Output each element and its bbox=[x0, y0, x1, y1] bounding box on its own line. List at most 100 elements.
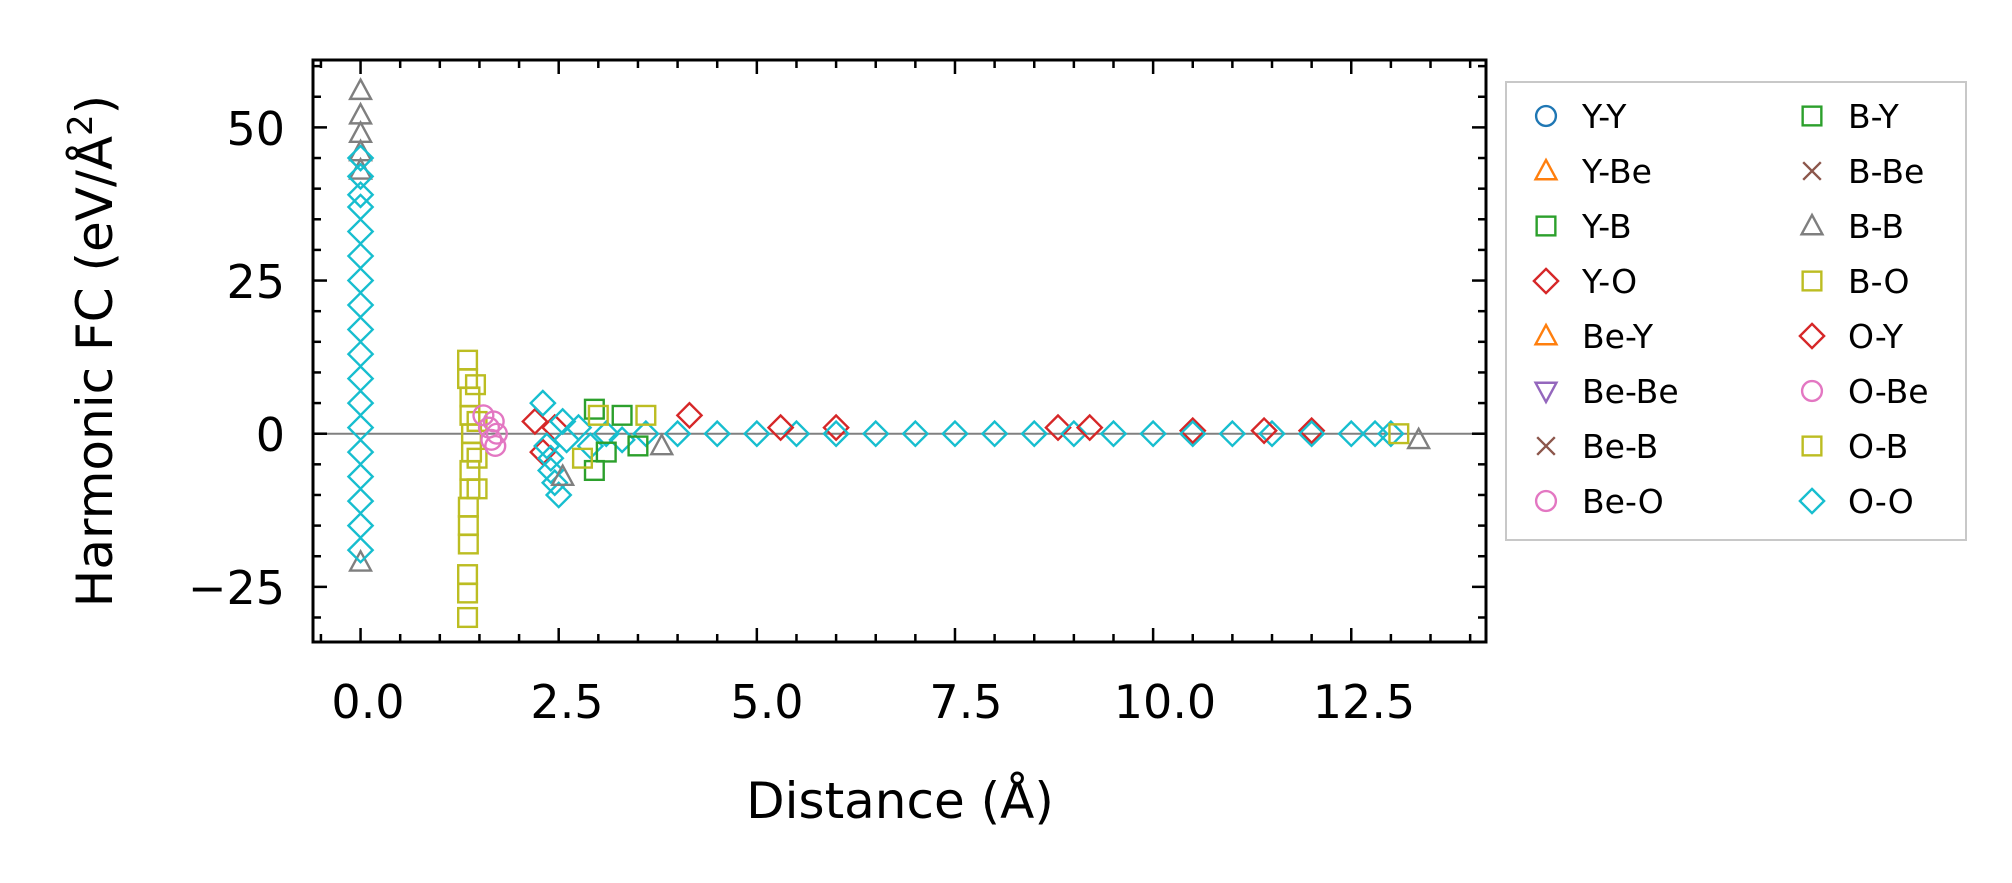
data-point bbox=[457, 515, 479, 537]
data-point bbox=[1258, 419, 1286, 448]
data-point bbox=[1020, 419, 1049, 448]
data-point bbox=[346, 487, 375, 515]
legend-label: Be-Y bbox=[1582, 317, 1654, 356]
data-point bbox=[743, 419, 771, 448]
legend-label: Y-B bbox=[1581, 207, 1632, 246]
legend-label: B-B bbox=[1848, 207, 1904, 246]
legend-marker bbox=[1534, 104, 1558, 128]
data-point bbox=[583, 459, 605, 482]
data-point bbox=[635, 404, 657, 426]
legend-marker bbox=[1798, 487, 1826, 515]
legend-label: O-Be bbox=[1848, 372, 1929, 411]
data-point bbox=[1060, 419, 1088, 448]
data-point bbox=[466, 410, 488, 433]
data-point bbox=[460, 441, 483, 463]
data-point bbox=[529, 438, 557, 466]
legend-marker bbox=[1532, 267, 1560, 295]
x-axis-title: Distance (Å) bbox=[746, 772, 1054, 830]
data-point bbox=[1250, 416, 1278, 445]
legend-markers bbox=[1532, 104, 1826, 515]
data-point bbox=[1178, 416, 1207, 445]
data-point bbox=[901, 419, 930, 448]
data-point bbox=[457, 349, 479, 371]
y-axis-title: Harmonic FC (eV/Å2) bbox=[61, 95, 124, 607]
legend-label: B-O bbox=[1848, 262, 1909, 301]
data-point bbox=[1388, 423, 1410, 445]
legend-marker bbox=[1798, 322, 1826, 350]
x-tick-label: 7.5 bbox=[929, 675, 1002, 729]
data-point bbox=[346, 266, 375, 295]
data-point bbox=[346, 364, 375, 393]
legend-marker bbox=[1534, 489, 1558, 513]
x-tick-label: 2.5 bbox=[530, 675, 603, 729]
data-point bbox=[550, 463, 576, 487]
data-point bbox=[346, 217, 375, 246]
data-point bbox=[346, 162, 375, 191]
legend-label: O-Y bbox=[1848, 317, 1904, 356]
data-point bbox=[464, 374, 487, 396]
legend-marker bbox=[1799, 212, 1825, 236]
axis-ticks bbox=[313, 60, 1486, 642]
data-point bbox=[1377, 419, 1405, 448]
legend-label: O-B bbox=[1848, 427, 1908, 466]
data-point bbox=[348, 77, 374, 101]
data-point bbox=[346, 438, 375, 466]
data-point bbox=[861, 419, 890, 448]
data-point bbox=[595, 441, 617, 463]
legend-label: Y-Y bbox=[1581, 97, 1627, 136]
data-point bbox=[346, 413, 375, 442]
data-point bbox=[1297, 416, 1326, 445]
legend-marker bbox=[1535, 215, 1557, 237]
x-tick-label: 12.5 bbox=[1313, 675, 1415, 729]
legend-marker bbox=[1800, 379, 1824, 403]
data-point bbox=[1044, 413, 1072, 442]
data-point bbox=[459, 386, 481, 408]
data-point bbox=[941, 419, 969, 448]
data-point bbox=[1337, 419, 1366, 448]
data-point bbox=[649, 432, 675, 456]
x-tick-label: 5.0 bbox=[730, 675, 803, 729]
data-point bbox=[536, 456, 565, 485]
legend-labels: Y-Y Y-Be Y-B Y-O Be-Y Be-Be Be-B Be-O B-… bbox=[1581, 97, 1929, 521]
data-point bbox=[544, 481, 573, 509]
legend-label: Y-Be bbox=[1581, 152, 1652, 191]
plot-frame bbox=[311, 58, 1488, 644]
data-point bbox=[1178, 419, 1207, 448]
data-point bbox=[536, 444, 565, 473]
data-point bbox=[822, 413, 850, 442]
legend-label: Be-B bbox=[1582, 427, 1658, 466]
data-point bbox=[1139, 419, 1167, 448]
legend-marker bbox=[1536, 436, 1556, 456]
data-point bbox=[583, 398, 605, 420]
data-point bbox=[611, 404, 633, 426]
data-point bbox=[346, 315, 375, 344]
data-point bbox=[1297, 419, 1326, 448]
data-point bbox=[1406, 426, 1432, 450]
data-point bbox=[782, 419, 811, 448]
legend-marker bbox=[1533, 157, 1559, 181]
legend-marker bbox=[1533, 381, 1559, 405]
legend-marker bbox=[1802, 161, 1822, 181]
data-point bbox=[457, 368, 479, 390]
data-point bbox=[346, 511, 375, 540]
data-point bbox=[521, 407, 549, 436]
legend-marker bbox=[1801, 105, 1823, 127]
data-point bbox=[457, 582, 479, 604]
data-point bbox=[457, 606, 479, 629]
data-point bbox=[484, 434, 507, 458]
legend-label: B-Y bbox=[1848, 97, 1900, 136]
data-points-layer bbox=[346, 77, 1432, 629]
data-point bbox=[1099, 419, 1128, 448]
x-tick-labels: 0.0 2.5 5.0 7.5 10.0 12.5 bbox=[331, 675, 1415, 729]
data-point bbox=[675, 401, 704, 430]
data-point bbox=[485, 422, 508, 445]
data-point bbox=[459, 459, 481, 482]
legend-marker bbox=[1533, 322, 1559, 346]
data-point bbox=[766, 413, 795, 442]
y-tick-label: 50 bbox=[226, 102, 285, 156]
data-point bbox=[348, 548, 374, 572]
data-point bbox=[703, 419, 732, 448]
data-point bbox=[592, 419, 621, 448]
data-point bbox=[632, 419, 660, 448]
data-point bbox=[564, 413, 593, 442]
